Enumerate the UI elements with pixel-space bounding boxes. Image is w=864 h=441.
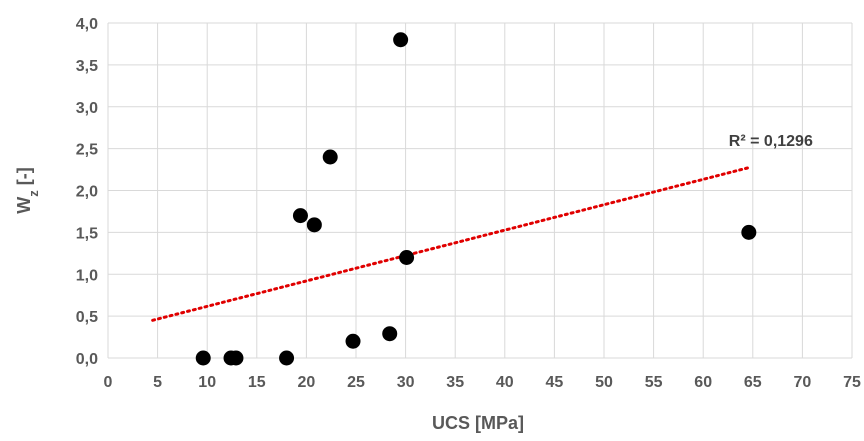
y-tick-label: 1,0 [76,267,98,284]
data-points [195,32,757,366]
y-axis-title-subscript: z [26,190,41,197]
x-tick-label: 75 [843,374,861,391]
y-axis-title: Wz [-] [14,167,41,213]
x-tick-label: 0 [104,374,113,391]
y-tick-label: 3,0 [76,100,98,117]
x-tick-label: 60 [694,374,712,391]
x-tick-label: 65 [744,374,762,391]
x-tick-label: 70 [794,374,812,391]
data-point [399,250,415,265]
data-point [228,350,244,366]
x-tick-label: 50 [595,374,613,391]
x-tick-label: 5 [153,374,162,391]
y-tick-label: 3,5 [76,58,98,75]
x-tick-label: 25 [347,374,365,391]
x-tick-label: 20 [298,374,316,391]
y-tick-label: 1,5 [76,225,98,242]
y-axis-title-suffix: [-] [14,167,34,190]
x-tick-labels: 0 5 10 15 20 25 30 35 40 45 50 55 60 65 70 75 [104,374,861,391]
y-tick-labels: 0,0 0,5 1,0 1,5 2,0 2,5 3,0 3,5 4,0 [76,16,98,368]
data-point [292,208,308,224]
x-tick-label: 35 [446,374,464,391]
data-point [345,333,361,349]
data-point [195,350,211,366]
y-tick-label: 4,0 [76,16,98,33]
x-tick-label: 15 [248,374,266,391]
data-point [322,149,338,165]
x-tick-label: 30 [397,374,415,391]
data-point [393,32,409,48]
y-tick-label: 0,5 [76,309,98,326]
x-tick-label: 10 [198,374,216,391]
trendline [151,166,750,322]
data-point [279,350,295,366]
data-point [382,326,398,342]
y-tick-label: 0,0 [76,351,98,368]
y-tick-label: 2,0 [76,184,98,201]
y-tick-label: 2,5 [76,142,98,159]
y-axis-title-main: W [14,197,34,214]
grid [107,22,853,359]
r-squared-label: R² = 0,1296 [729,133,813,150]
x-axis-title: UCS [MPa] [432,413,524,433]
data-point [306,217,322,233]
x-tick-label: 45 [546,374,564,391]
x-tick-label: 55 [645,374,663,391]
x-tick-label: 40 [496,374,514,391]
data-point [741,224,757,240]
